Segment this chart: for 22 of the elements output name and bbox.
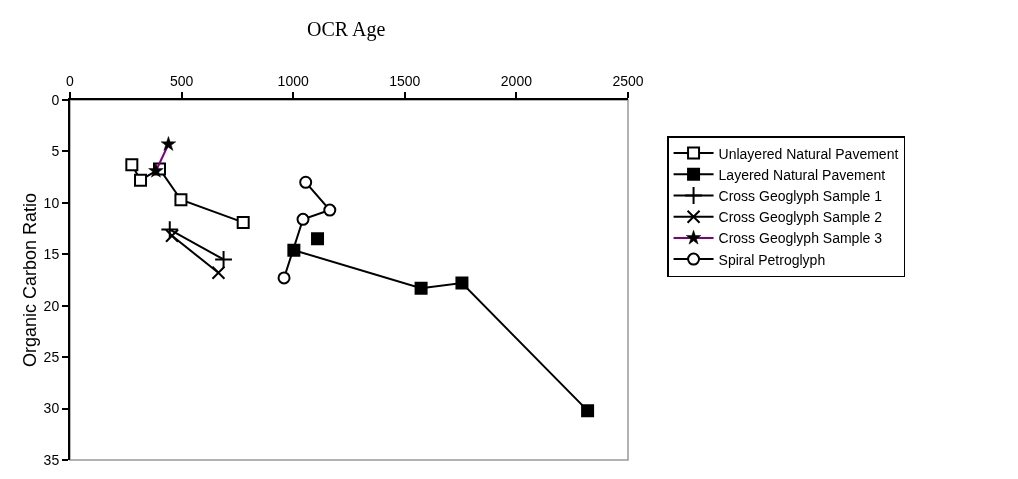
x-tick-label: 2000: [500, 73, 533, 90]
y-tick-label: 0: [51, 91, 60, 108]
x-tick-label: 2500: [612, 73, 644, 90]
legend-label: Cross Geoglyph Sample 1: [718, 187, 883, 204]
y-tick-label: 30: [43, 400, 60, 417]
y-tick-label: 35: [43, 451, 60, 468]
y-tick-label: 20: [43, 297, 60, 314]
x-tick-label: 1500: [389, 73, 421, 90]
y-tick-label: 10: [43, 194, 60, 211]
x-tick-label: 0: [66, 73, 75, 90]
x-tick-label: 1000: [277, 73, 309, 90]
chart-title: OCR Age: [306, 17, 386, 41]
y-tick-label: 5: [51, 143, 60, 160]
y-axis-title: Organic Carbon Ratio: [20, 192, 41, 368]
x-tick-label: 500: [169, 73, 194, 90]
legend-label: Unlayered Natural Pavement: [718, 145, 899, 162]
y-tick-label: 15: [43, 246, 60, 263]
y-tick-label: 25: [43, 349, 60, 366]
legend-label: Layered Natural Pavement: [718, 166, 886, 183]
legend-label: Cross Geoglyph Sample 3: [718, 230, 883, 247]
legend-label: Cross Geoglyph Sample 2: [718, 209, 883, 226]
legend-label: Spiral Petroglyph: [718, 251, 826, 268]
